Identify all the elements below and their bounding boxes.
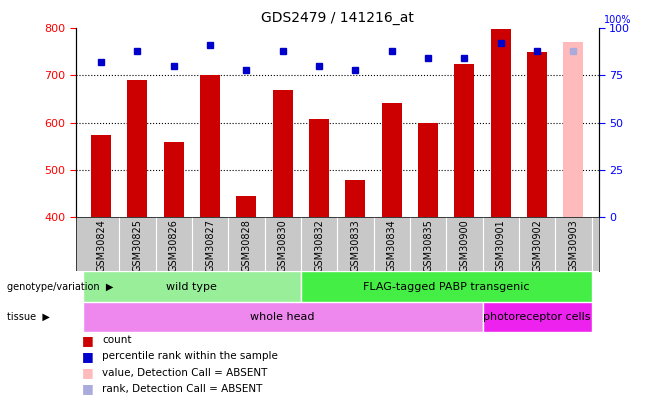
Text: whole head: whole head bbox=[251, 312, 315, 322]
Bar bbox=[273, 90, 293, 217]
Text: FLAG-tagged PABP transgenic: FLAG-tagged PABP transgenic bbox=[363, 281, 530, 292]
Text: GSM30828: GSM30828 bbox=[241, 220, 251, 272]
Text: 100%: 100% bbox=[604, 15, 632, 25]
Bar bbox=[345, 180, 365, 217]
Bar bbox=[83, 302, 482, 332]
Text: GSM30901: GSM30901 bbox=[495, 220, 506, 272]
Text: rank, Detection Call = ABSENT: rank, Detection Call = ABSENT bbox=[102, 384, 263, 394]
Bar bbox=[236, 196, 257, 217]
Text: GSM30827: GSM30827 bbox=[205, 220, 215, 273]
Text: GSM30825: GSM30825 bbox=[132, 220, 142, 273]
Text: ■: ■ bbox=[82, 366, 94, 379]
Bar bbox=[309, 119, 329, 217]
Text: tissue  ▶: tissue ▶ bbox=[7, 312, 49, 322]
Text: GSM30903: GSM30903 bbox=[569, 220, 578, 272]
Title: GDS2479 / 141216_at: GDS2479 / 141216_at bbox=[261, 11, 414, 25]
Text: GSM30835: GSM30835 bbox=[423, 220, 433, 272]
Bar bbox=[200, 75, 220, 217]
Text: GSM30824: GSM30824 bbox=[96, 220, 106, 272]
Text: count: count bbox=[102, 335, 132, 345]
Bar bbox=[482, 302, 592, 332]
Bar bbox=[527, 52, 547, 217]
Bar bbox=[563, 43, 584, 217]
Text: ■: ■ bbox=[82, 334, 94, 347]
Bar bbox=[418, 123, 438, 217]
Bar bbox=[382, 103, 401, 217]
Bar bbox=[164, 142, 184, 217]
Text: GSM30826: GSM30826 bbox=[168, 220, 179, 272]
Bar bbox=[91, 135, 111, 217]
Bar bbox=[455, 64, 474, 217]
Text: genotype/variation  ▶: genotype/variation ▶ bbox=[7, 281, 113, 292]
Text: percentile rank within the sample: percentile rank within the sample bbox=[102, 352, 278, 361]
Text: GSM30832: GSM30832 bbox=[314, 220, 324, 272]
Text: value, Detection Call = ABSENT: value, Detection Call = ABSENT bbox=[102, 368, 267, 377]
Bar bbox=[491, 29, 511, 217]
Bar bbox=[301, 271, 592, 302]
Text: GSM30902: GSM30902 bbox=[532, 220, 542, 272]
Text: GSM30834: GSM30834 bbox=[387, 220, 397, 272]
Text: GSM30900: GSM30900 bbox=[459, 220, 469, 272]
Text: ■: ■ bbox=[82, 350, 94, 363]
Text: photoreceptor cells: photoreceptor cells bbox=[483, 312, 591, 322]
Bar bbox=[83, 271, 301, 302]
Text: wild type: wild type bbox=[166, 281, 217, 292]
Bar bbox=[128, 80, 147, 217]
Text: GSM30833: GSM30833 bbox=[351, 220, 361, 272]
Text: GSM30830: GSM30830 bbox=[278, 220, 288, 272]
Text: ■: ■ bbox=[82, 382, 94, 395]
